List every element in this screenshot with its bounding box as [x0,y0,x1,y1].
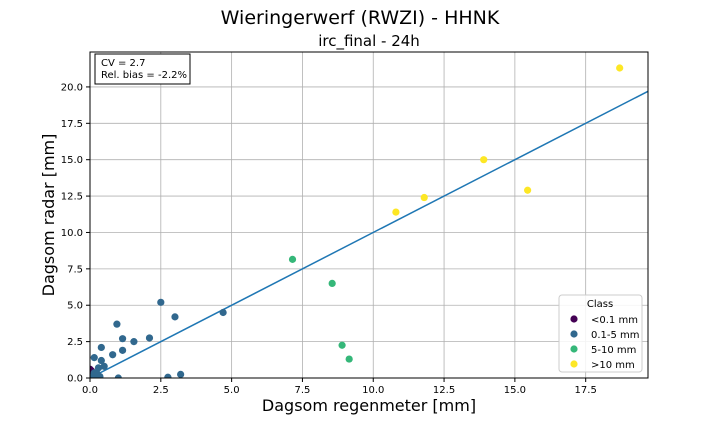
legend-marker [570,330,578,338]
stats-bias: Rel. bias = -2.2% [101,70,187,81]
legend-items: <0.1 mm 0.1-5 mm 5-10 mm >10 mm [570,315,640,371]
y-tick-label: 5.0 [67,301,83,312]
data-point [97,343,105,352]
legend-title: Class [587,299,613,310]
x-axis-label: Dagsom regenmeter [mm] [262,396,476,415]
data-points [90,64,624,378]
legend-marker [570,315,578,323]
data-point [113,320,121,328]
y-tick-label: 17.5 [61,119,83,130]
y-tick-label: 0.0 [67,374,83,385]
data-point [114,374,122,378]
legend-label: 0.1-5 mm [591,330,640,341]
x-tick-label: 10.0 [362,385,384,396]
axis-ticks: 0.0 2.5 5.0 7.5 10.0 12.5 15.0 17.5 0.0 2.5 5.0 7.5… [61,82,597,396]
y-tick-label: 15.0 [61,155,83,166]
data-point [524,186,532,194]
data-point [97,356,105,365]
legend-label: <0.1 mm [591,315,638,326]
regression-line [89,90,649,379]
chart-title: Wieringerwerf (RWZI) - HHNK [221,7,500,29]
legend-frame [558,294,643,373]
data-point [345,355,353,363]
x-tick-label: 17.5 [575,385,597,396]
x-tick-label: 0.0 [82,385,98,396]
x-tick-label: 5.0 [224,385,240,396]
x-tick-label: 12.5 [433,385,455,396]
legend-label: 5-10 mm [591,345,636,356]
stats-box-frame [94,53,191,85]
data-point [96,372,104,378]
plot-area-frame [89,51,649,379]
x-tick-label: 15.0 [504,385,526,396]
legend-label: >10 mm [591,360,635,371]
data-point [480,156,488,164]
legend-marker [570,360,578,368]
chart-subtitle: irc_final - 24h [318,32,420,51]
data-point [145,334,154,342]
y-tick-label: 7.5 [67,264,83,275]
y-tick-label: 2.5 [67,337,83,348]
data-point [90,354,98,362]
legend: Class <0.1 mm 0.1-5 mm 5-10 mm >10 mm [558,294,643,373]
data-point [219,308,227,317]
data-point [94,364,103,372]
data-point [288,255,297,263]
data-point [171,313,179,321]
stats-box: CV = 2.7 Rel. bias = -2.2% [94,53,191,85]
stats-cv: CV = 2.7 [101,58,145,69]
data-point [109,351,117,359]
data-point [118,346,127,354]
y-tick-label: 12.5 [61,192,83,203]
legend-marker [570,345,578,353]
grid [89,52,648,379]
data-point [157,298,165,306]
data-point [420,193,428,202]
data-point [100,362,108,370]
data-point [164,373,172,378]
data-point [177,370,185,378]
data-point [130,338,138,346]
x-tick-label: 2.5 [153,385,169,396]
data-point [118,335,127,343]
y-tick-label: 20.0 [61,82,83,93]
y-axis-label: Dagsom radar [mm] [39,134,58,297]
data-point [328,279,336,288]
data-point [392,208,400,216]
x-tick-label: 7.5 [294,385,310,396]
data-point [616,64,624,72]
data-point [338,341,346,349]
y-tick-label: 10.0 [61,228,83,239]
regression-line-group [89,90,649,379]
